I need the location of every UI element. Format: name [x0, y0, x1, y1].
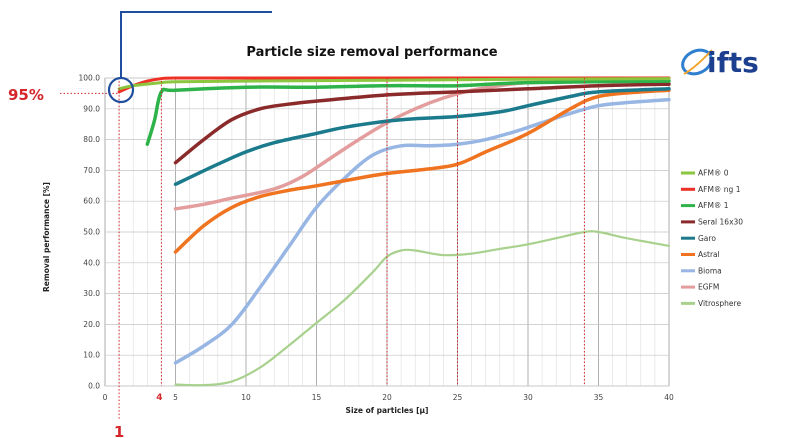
- x-1-label: 1: [114, 423, 124, 438]
- y-tick-label: 70.0: [83, 166, 100, 175]
- x-tick-label: 10: [241, 393, 251, 402]
- y-tick-label: 60.0: [83, 197, 100, 206]
- x-tick-label: 25: [453, 393, 463, 402]
- x-tick-label: 35: [594, 393, 604, 402]
- series-line-2: [145, 79, 671, 146]
- annotation-layer: 95% 1 4: [8, 11, 585, 438]
- y-tick-label: 80.0: [83, 135, 100, 144]
- legend-label: AFM® ng 1: [698, 185, 741, 194]
- x-tick-label: 15: [312, 393, 322, 402]
- y-tick-label: 40.0: [83, 258, 100, 267]
- y-tick-label: 90.0: [83, 104, 100, 113]
- series-layer: [117, 76, 671, 387]
- series-line-6: [173, 97, 671, 365]
- axis-layer: 0.0 10.0 20.0 30.0 40.0 50.0 60.0 70.0 80.0 90.0 1…: [79, 74, 674, 403]
- logo-swoosh-icon: [681, 48, 713, 76]
- legend-label: Seral 16x30: [698, 218, 743, 227]
- legend-label: Astral: [698, 250, 720, 259]
- callout-connector: [120, 11, 272, 78]
- y-tick-label: 20.0: [83, 320, 100, 329]
- y-tick-label: 100.0: [79, 74, 101, 83]
- y-tick-label: 10.0: [83, 351, 100, 360]
- series-line-3: [173, 82, 671, 165]
- logo-text: ifts: [707, 46, 759, 79]
- y-tick-label: 50.0: [83, 228, 100, 237]
- y-tick-label: 30.0: [83, 289, 100, 298]
- series-line-5: [173, 88, 671, 254]
- x-4-label: 4: [156, 393, 162, 403]
- x-tick-label: 0: [103, 393, 108, 402]
- chart-title: Particle size removal performance: [246, 45, 497, 60]
- logo-swoosh-accent-icon: [683, 49, 713, 75]
- y-axis-title: Removal performance [%]: [42, 182, 51, 292]
- x-tick-label: 40: [664, 393, 674, 402]
- x-tick-label: 20: [382, 393, 392, 402]
- x-tick-label: 5: [173, 393, 178, 402]
- legend-label: EGFM: [698, 283, 719, 292]
- series-line-0: [117, 77, 671, 91]
- y-tick-label: 0.0: [88, 382, 100, 391]
- series-line-4: [173, 87, 671, 187]
- legend-label: Bioma: [698, 266, 722, 275]
- legend-label: Garo: [698, 234, 716, 243]
- legend-label: AFM® 0: [698, 169, 729, 178]
- x-axis-title: Size of particles [µ]: [346, 406, 429, 415]
- series-line-8: [174, 230, 671, 387]
- x-tick-label: 30: [523, 393, 533, 402]
- pct-95-label: 95%: [8, 86, 44, 104]
- ifts-logo: ifts: [681, 46, 759, 79]
- legend: AFM® 0 AFM® ng 1 AFM® 1 Seral 16x30 Garo Astr…: [681, 169, 743, 308]
- legend-label: AFM® 1: [698, 201, 729, 210]
- legend-label: Vitrosphere: [698, 299, 741, 308]
